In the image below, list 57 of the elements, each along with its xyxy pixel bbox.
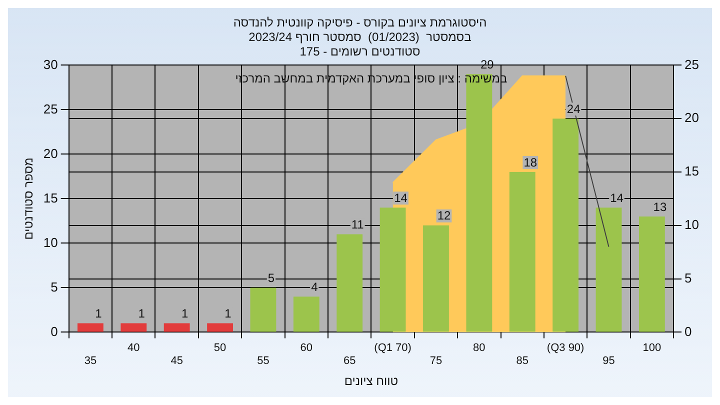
- bar: [120, 323, 147, 332]
- data-label: 1: [224, 306, 232, 321]
- data-label: 1: [138, 306, 146, 321]
- x-tick-label: (Q3 90): [546, 342, 584, 354]
- y-tick-label: 0: [50, 324, 58, 339]
- bar: [293, 296, 320, 332]
- x-tick-label: 55: [257, 355, 270, 368]
- x-tick-label: 95: [602, 355, 615, 368]
- x-tick-label: (Q1 70): [374, 342, 412, 354]
- bar: [423, 225, 449, 332]
- y-tick-label: 5: [50, 279, 58, 294]
- data-label: 1: [95, 306, 102, 321]
- data-label: 5: [268, 271, 275, 286]
- x-tick-label: 85: [516, 355, 528, 368]
- x-tick-label: 75: [430, 355, 442, 368]
- data-label: 18: [524, 155, 538, 170]
- bar: [380, 208, 406, 332]
- bar: [250, 288, 276, 332]
- chart-title: היסטוגרמת ציונים בקורס - פיסיקה קוונטית להנדסה: [233, 16, 487, 30]
- x-tick-label: 60: [300, 342, 313, 354]
- bar: [207, 323, 233, 332]
- bar: [509, 172, 536, 332]
- x-tick-label: 40: [128, 342, 140, 354]
- data-label: 13: [653, 200, 667, 214]
- x-tick-label: 50: [214, 342, 226, 354]
- y2-tick-label: 25: [684, 56, 700, 72]
- bar: [336, 234, 363, 332]
- y2-tick-label: 0: [684, 324, 692, 339]
- bar: [638, 216, 665, 332]
- data-label: 1: [181, 306, 188, 321]
- data-label: 4: [311, 280, 318, 294]
- y-tick-label: 25: [43, 101, 58, 116]
- x-tick-label: 45: [170, 355, 183, 368]
- x-tick-label: 100: [642, 342, 662, 354]
- y2-tick-label: 20: [684, 110, 700, 126]
- data-label: 24: [566, 102, 581, 116]
- y2-tick-label: 10: [684, 216, 700, 232]
- y-axis-title: מספר סטודנטים: [22, 158, 36, 240]
- bar: [552, 118, 579, 332]
- x-tick-label: 35: [84, 355, 97, 368]
- y-tick-label: 20: [43, 146, 58, 161]
- y2-tick-label: 5: [684, 270, 692, 286]
- data-label: 12: [437, 208, 451, 223]
- y-tick-label: 10: [43, 234, 58, 250]
- bar: [78, 323, 104, 332]
- bar: [596, 208, 622, 332]
- y2-tick-label: 15: [684, 164, 700, 179]
- x-axis-title: טווח ציונים: [344, 374, 398, 388]
- y-tick-label: 30: [43, 56, 58, 72]
- x-tick-label: 80: [473, 342, 486, 354]
- data-label: 11: [351, 218, 364, 232]
- y-tick-label: 15: [43, 190, 58, 206]
- data-label: 14: [610, 190, 624, 205]
- x-tick-label: 65: [343, 355, 356, 368]
- bar: [164, 323, 190, 332]
- chart-subtitle: בסמסטר (01/2023) סמסטר חורף 2023/24 סטודנטים רשומים - 175: [248, 30, 472, 58]
- data-label: 14: [394, 190, 408, 205]
